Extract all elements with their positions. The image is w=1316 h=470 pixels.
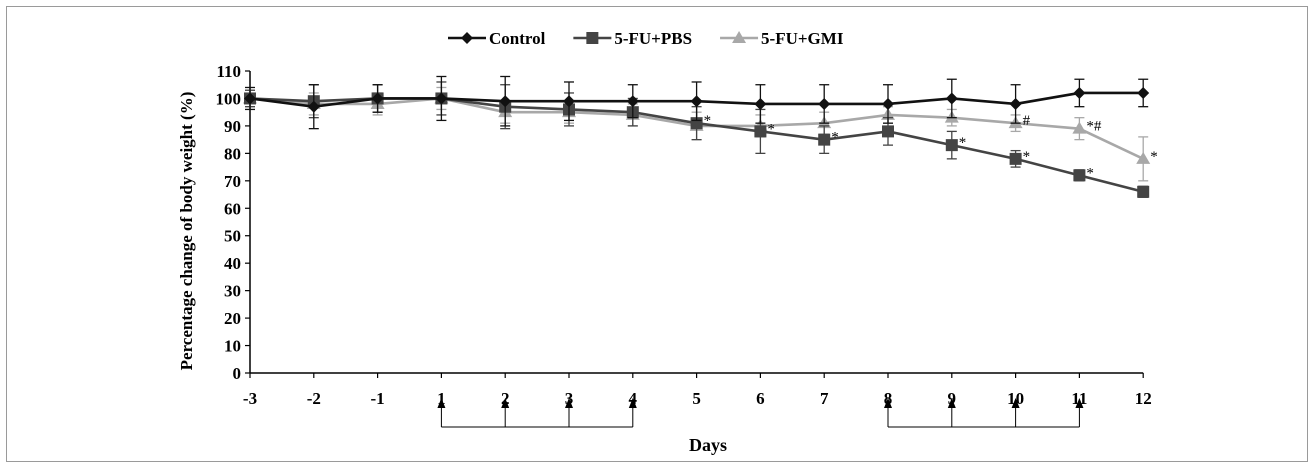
legend-label: 5-FU+PBS: [614, 29, 692, 48]
y-tick-label: 60: [224, 199, 241, 218]
data-point: [244, 92, 256, 105]
significance-label: *: [1086, 165, 1094, 181]
legend-marker: [732, 31, 747, 43]
data-point: [690, 95, 703, 108]
legend-item-control: Control: [448, 29, 546, 48]
chart-svg: Control 5-FU+PBS 5-FU+GMI 0 10 20 30 40 50 60 70 8…: [177, 29, 1158, 455]
significance-label: #: [1023, 113, 1031, 129]
data-point: [1073, 169, 1086, 182]
data-point: [626, 95, 639, 108]
data-point: [818, 97, 831, 110]
legend-item-5-fu-gmi: 5-FU+GMI: [720, 29, 844, 48]
data-point: [945, 139, 958, 152]
x-tick-label: 5: [692, 389, 701, 408]
figure-frame: Control 5-FU+PBS 5-FU+GMI 0 10 20 30 40 50 60 70 8…: [6, 6, 1308, 462]
data-point: [307, 100, 320, 113]
arrow-head: [884, 398, 892, 408]
data-point: [818, 133, 831, 146]
data-point: [1009, 152, 1022, 165]
data-point: [499, 95, 512, 108]
y-tick-label: 80: [224, 144, 241, 163]
x-tick-label: -3: [243, 389, 257, 408]
data-point: [754, 125, 767, 138]
legend-label: Control: [489, 29, 546, 48]
data-point: [1073, 86, 1086, 99]
legend-item-5-fu-pbs: 5-FU+PBS: [573, 29, 692, 48]
x-tick-label: -2: [307, 389, 321, 408]
legend: Control 5-FU+PBS 5-FU+GMI: [448, 29, 844, 48]
legend-marker: [586, 32, 599, 44]
arrow-head: [1075, 398, 1084, 408]
data-point: [754, 97, 767, 110]
x-tick-label: -1: [371, 389, 385, 408]
y-axis-label: Percentage change of body weight (%): [177, 92, 196, 371]
data-point: [945, 92, 958, 105]
data-point: [882, 97, 894, 110]
x-tick-label: 12: [1135, 389, 1152, 408]
arrow-head: [565, 398, 573, 408]
significance-label: *: [831, 130, 839, 146]
significance-label: *: [959, 135, 967, 151]
data-point: [563, 95, 575, 108]
data-point: [882, 125, 894, 138]
arrow-head: [1011, 398, 1020, 408]
data-point: [1072, 121, 1087, 134]
significance-label: *: [1150, 149, 1158, 165]
data-point: [1137, 185, 1150, 198]
arrow-head: [947, 398, 956, 408]
y-tick-label: 20: [224, 309, 241, 328]
significance-label: *: [704, 113, 712, 129]
data-point: [1136, 151, 1151, 164]
data-point: [435, 92, 448, 105]
y-tick-label: 10: [224, 337, 241, 356]
legend-label: 5-FU+GMI: [761, 29, 844, 48]
treatment-bracket: [437, 398, 637, 428]
significance-label: *#: [1086, 119, 1102, 135]
y-tick-label: 100: [216, 89, 242, 108]
data-point: [371, 92, 384, 105]
y-tick-label: 30: [224, 282, 241, 301]
data-point: [1009, 97, 1022, 110]
x-tick-label: 4: [629, 389, 638, 408]
treatment-bracket: [884, 398, 1084, 428]
x-tick-label: 7: [820, 389, 829, 408]
arrow-head: [501, 398, 510, 408]
data-point: [1137, 86, 1150, 99]
y-tick-label: 40: [224, 254, 241, 273]
arrow-head: [437, 398, 446, 408]
y-tick-label: 0: [233, 364, 242, 383]
arrow-head: [628, 398, 637, 408]
series-control: [244, 75, 1150, 130]
y-tick-label: 90: [224, 117, 241, 136]
y-ticks: 0 10 20 30 40 50 60 70 80 90 100 110: [216, 62, 250, 383]
y-tick-label: 110: [216, 62, 241, 81]
y-tick-label: 50: [224, 227, 241, 246]
x-tick-label: 6: [756, 389, 765, 408]
x-axis-label: Days: [689, 435, 727, 455]
legend-marker: [461, 32, 473, 44]
y-tick-label: 70: [224, 172, 241, 191]
treatment-arrows: [437, 398, 1084, 428]
significance-label: *: [1023, 149, 1031, 165]
series-group: # *# * * * * * * *: [243, 75, 1158, 198]
significance-label: *: [767, 121, 775, 137]
